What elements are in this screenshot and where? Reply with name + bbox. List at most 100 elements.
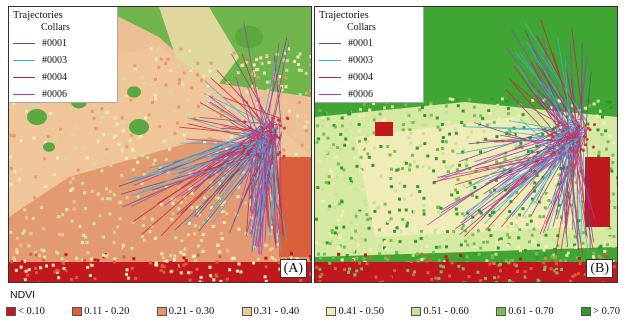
gps-fix-point: [572, 132, 576, 136]
pixel-noise: [54, 136, 57, 140]
pixel-noise: [40, 162, 43, 166]
pixel-noise: [129, 272, 133, 276]
pixel-noise: [573, 235, 577, 239]
pixel-noise: [209, 61, 213, 65]
pixel-noise: [550, 130, 554, 133]
trajectory-segment: [490, 147, 572, 212]
pixel-noise: [235, 269, 239, 273]
gps-fix-point: [277, 136, 281, 140]
pixel-noise: [75, 275, 79, 279]
trajectory-segment: [545, 133, 571, 174]
pixel-noise: [523, 177, 527, 181]
pixel-noise: [456, 104, 460, 108]
pixel-noise: [420, 252, 424, 256]
pixel-noise: [401, 186, 405, 190]
pixel-noise: [19, 168, 23, 172]
pixel-noise: [467, 267, 471, 271]
pixel-noise: [19, 243, 23, 247]
pixel-noise: [398, 208, 402, 212]
pixel-noise: [556, 234, 560, 238]
pixel-noise: [342, 225, 346, 229]
pixel-noise: [528, 214, 532, 218]
trajectory-segment: [215, 136, 278, 168]
pixel-noise: [84, 207, 87, 211]
pixel-noise: [102, 132, 106, 136]
pixel-noise: [538, 215, 542, 219]
pixel-noise: [489, 274, 493, 278]
pixel-noise: [445, 170, 449, 174]
pixel-noise: [425, 235, 429, 239]
pixel-noise: [518, 213, 522, 217]
pixel-noise: [9, 182, 13, 186]
pixel-noise: [127, 276, 130, 280]
pixel-noise: [494, 252, 498, 256]
trajectory-segment: [537, 127, 574, 139]
pixel-noise: [225, 107, 229, 111]
pixel-noise: [270, 256, 274, 260]
pixel-noise: [248, 202, 252, 206]
pixel-noise: [488, 262, 492, 266]
pixel-noise: [318, 109, 322, 112]
pixel-noise: [335, 176, 339, 180]
trajectory-segment: [530, 150, 568, 217]
trajectory-segment: [458, 118, 582, 162]
pixel-noise: [55, 156, 59, 160]
pixel-noise: [9, 155, 13, 159]
pixel-noise: [537, 200, 541, 204]
pixel-noise: [527, 193, 531, 197]
pixel-noise: [523, 270, 527, 274]
legend-item-collar: #0001: [319, 37, 373, 49]
pixel-noise: [70, 219, 74, 223]
pixel-noise: [362, 113, 366, 117]
pixel-noise: [576, 256, 580, 260]
pixel-noise: [425, 244, 429, 248]
pixel-noise: [334, 155, 338, 159]
pixel-noise: [43, 255, 47, 259]
pixel-noise: [317, 159, 321, 163]
pixel-noise: [468, 174, 472, 178]
pixel-noise: [358, 108, 362, 112]
pixel-noise: [512, 199, 516, 203]
gps-fix-point: [247, 153, 251, 156]
pixel-noise: [120, 174, 124, 178]
pixel-noise: [354, 229, 358, 233]
pixel-noise: [17, 178, 21, 182]
pixel-noise: [362, 103, 366, 107]
pixel-noise: [83, 258, 87, 262]
pixel-noise: [20, 141, 24, 145]
pixel-noise: [378, 244, 381, 248]
trajectory-segment: [193, 143, 277, 146]
pixel-noise: [283, 146, 287, 150]
pixel-noise: [505, 183, 509, 187]
pixel-noise: [508, 229, 512, 233]
pixel-noise: [464, 161, 468, 165]
ndvi-class-label: < 0.10: [18, 305, 45, 317]
pixel-noise: [130, 246, 134, 250]
pixel-noise: [174, 236, 178, 240]
collar-label: #0003: [42, 54, 67, 66]
trajectory-segment: [271, 123, 277, 249]
pixel-noise: [328, 232, 331, 236]
pixel-noise: [424, 123, 428, 127]
pixel-noise: [530, 233, 534, 237]
pixel-noise: [522, 126, 526, 130]
pixel-noise: [541, 279, 545, 282]
pixel-noise: [404, 208, 408, 212]
pixel-noise: [101, 182, 105, 186]
trajectory-segment: [171, 124, 269, 169]
pixel-noise: [461, 255, 465, 259]
pixel-noise: [531, 162, 535, 166]
pixel-noise: [168, 147, 172, 151]
pixel-noise: [277, 107, 281, 111]
pixel-noise: [333, 206, 337, 210]
trajectory-segment: [257, 130, 277, 247]
pixel-noise: [389, 276, 392, 280]
pixel-noise: [404, 103, 408, 107]
pixel-noise: [457, 264, 461, 268]
pixel-noise: [243, 269, 247, 273]
pixel-noise: [592, 255, 596, 259]
pixel-noise: [346, 141, 350, 145]
pixel-noise: [179, 200, 183, 204]
pixel-noise: [425, 259, 429, 263]
pixel-noise: [494, 178, 498, 182]
